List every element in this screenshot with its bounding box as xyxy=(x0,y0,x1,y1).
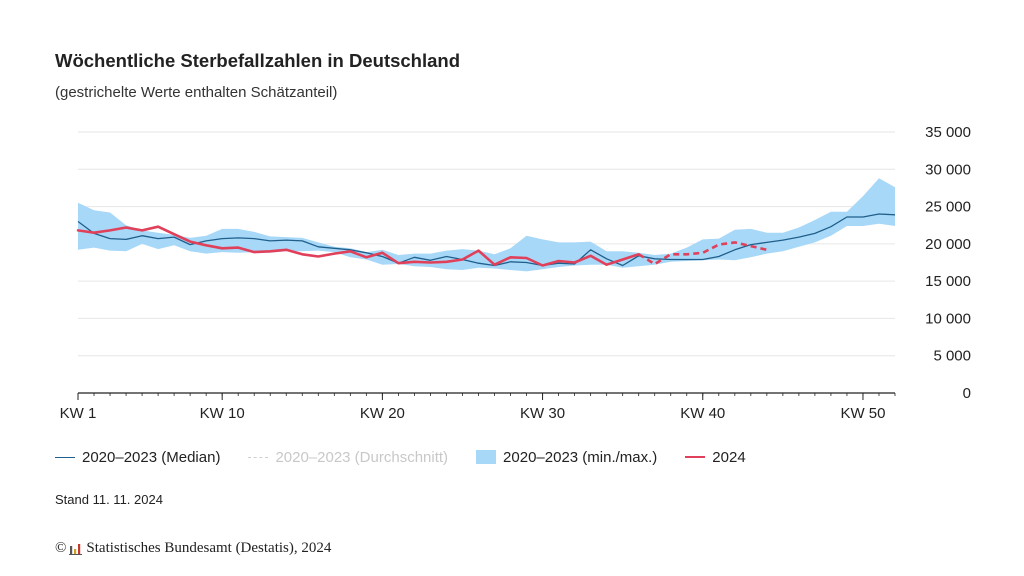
source-credit: © Statistisches Bundesamt (Destatis), 20… xyxy=(55,540,331,557)
chart-legend: 2020–2023 (Median) 2020–2023 (Durchschni… xyxy=(55,446,774,468)
y-tick-label: 10 000 xyxy=(925,310,971,327)
minmax-band xyxy=(78,178,895,272)
legend-swatch-average xyxy=(248,456,269,458)
source-text: Statistisches Bundesamt (Destatis), 2024 xyxy=(86,540,332,556)
legend-label-2024: 2024 xyxy=(712,448,746,466)
legend-item-average[interactable]: 2020–2023 (Durchschnitt) xyxy=(248,449,448,466)
x-tick-label: KW 20 xyxy=(360,405,405,422)
x-tick-label: KW 40 xyxy=(680,405,725,422)
series-2024-estimated-line xyxy=(638,241,768,266)
y-tick-label: 0 xyxy=(963,385,971,402)
legend-item-2024[interactable]: 2024 xyxy=(685,448,746,466)
y-tick-label: 5 000 xyxy=(933,348,971,365)
y-tick-label: 35 000 xyxy=(925,124,971,141)
legend-swatch-median xyxy=(55,456,75,458)
legend-label-average: 2020–2023 (Durchschnitt) xyxy=(275,448,449,466)
y-tick-label: 20 000 xyxy=(925,236,971,253)
chart-subtitle: (gestrichelte Werte enthalten Schätzante… xyxy=(55,84,338,101)
legend-label-median: 2020–2023 (Median) xyxy=(82,448,221,466)
destatis-logo-icon xyxy=(69,543,83,555)
median-line xyxy=(77,213,896,267)
x-tick-label: KW 30 xyxy=(520,405,565,422)
copyright-sign: © xyxy=(55,540,67,556)
data-status-date: Stand 11. 11. 2024 xyxy=(55,492,163,507)
legend-item-minmax[interactable]: 2020–2023 (min./max.) xyxy=(476,449,657,466)
x-tick-label: KW 10 xyxy=(200,405,245,422)
chart-title: Wöchentliche Sterbefallzahlen in Deutsch… xyxy=(55,50,461,71)
y-tick-label: 15 000 xyxy=(925,273,971,290)
legend-swatch-2024 xyxy=(685,456,706,458)
y-tick-label: 30 000 xyxy=(925,161,971,178)
x-tick-label: KW 50 xyxy=(840,405,885,422)
legend-label-minmax: 2020–2023 (min./max.) xyxy=(503,448,658,466)
legend-swatch-minmax xyxy=(476,450,497,464)
chart: 0 5 000 10 000 15 000 20 000 25 000 30 000 35 0… xyxy=(60,124,971,422)
x-tick-label: KW 1 xyxy=(60,405,97,422)
series-2024-line xyxy=(76,225,641,267)
legend-item-median[interactable]: 2020–2023 (Median) xyxy=(55,449,220,466)
y-tick-label: 25 000 xyxy=(925,199,971,216)
